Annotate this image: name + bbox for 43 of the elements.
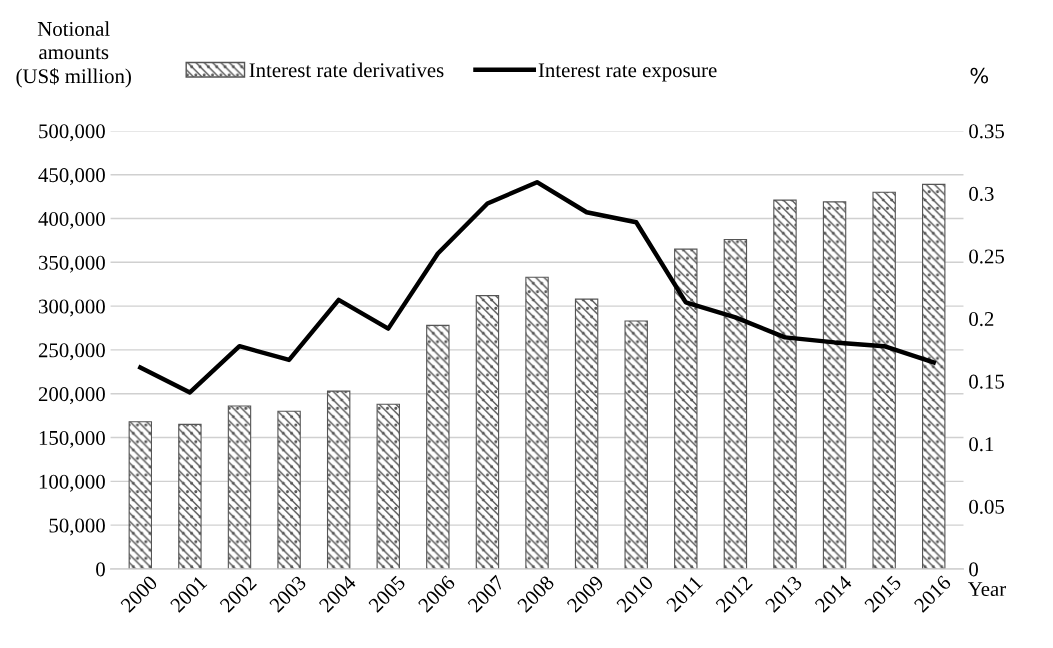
bar <box>178 423 202 569</box>
y2-tick-label: 0.2 <box>969 312 994 327</box>
bar <box>773 199 797 569</box>
legend-label: Interest rate derivatives <box>249 62 444 78</box>
y-tick-label: 150,000 <box>39 430 105 448</box>
bar <box>872 191 896 569</box>
bar <box>822 201 847 569</box>
y2-tick-label: 0.25 <box>969 249 1004 264</box>
y2-tick-label: 0.35 <box>969 124 1004 139</box>
bar <box>674 248 698 569</box>
y-tick-label: 0 <box>96 562 105 577</box>
bar <box>227 405 252 569</box>
y2-tick-label: 0.15 <box>969 374 1004 389</box>
bar <box>525 276 549 569</box>
legend-label: Interest rate exposure <box>538 63 717 82</box>
bar <box>426 324 450 569</box>
y-tick-label: 250,000 <box>38 343 105 361</box>
y2-axis-title: % <box>970 67 989 84</box>
bar <box>277 410 301 569</box>
y2-tick-label: 0 <box>969 562 978 577</box>
bar <box>128 421 153 569</box>
bar <box>574 298 599 569</box>
line-series <box>138 179 936 395</box>
y-tick-label: 500,000 <box>39 124 105 142</box>
y-tick-label: 350,000 <box>38 255 105 273</box>
x-tick-label: 2011 <box>665 575 704 613</box>
bar <box>475 295 500 569</box>
bar <box>723 238 748 569</box>
y-tick-label: 100,000 <box>39 474 105 492</box>
bar <box>922 183 946 569</box>
y-tick-label: 50,000 <box>49 518 105 536</box>
y-tick-label: 450,000 <box>38 168 105 186</box>
y2-tick-label: 0.1 <box>969 437 994 452</box>
bar <box>624 320 648 569</box>
x-axis-title: Year <box>967 582 1006 597</box>
bar <box>326 390 351 569</box>
y-tick-label: 400,000 <box>38 211 105 229</box>
y2-tick-label: 0.3 <box>969 186 994 201</box>
y-tick-label: 300,000 <box>38 299 105 317</box>
bar <box>376 403 400 569</box>
y-axis-title: Notional amounts (US$ million) <box>16 21 131 88</box>
y2-tick-label: 0.05 <box>969 499 1004 514</box>
y-tick-label: 200,000 <box>38 387 105 405</box>
